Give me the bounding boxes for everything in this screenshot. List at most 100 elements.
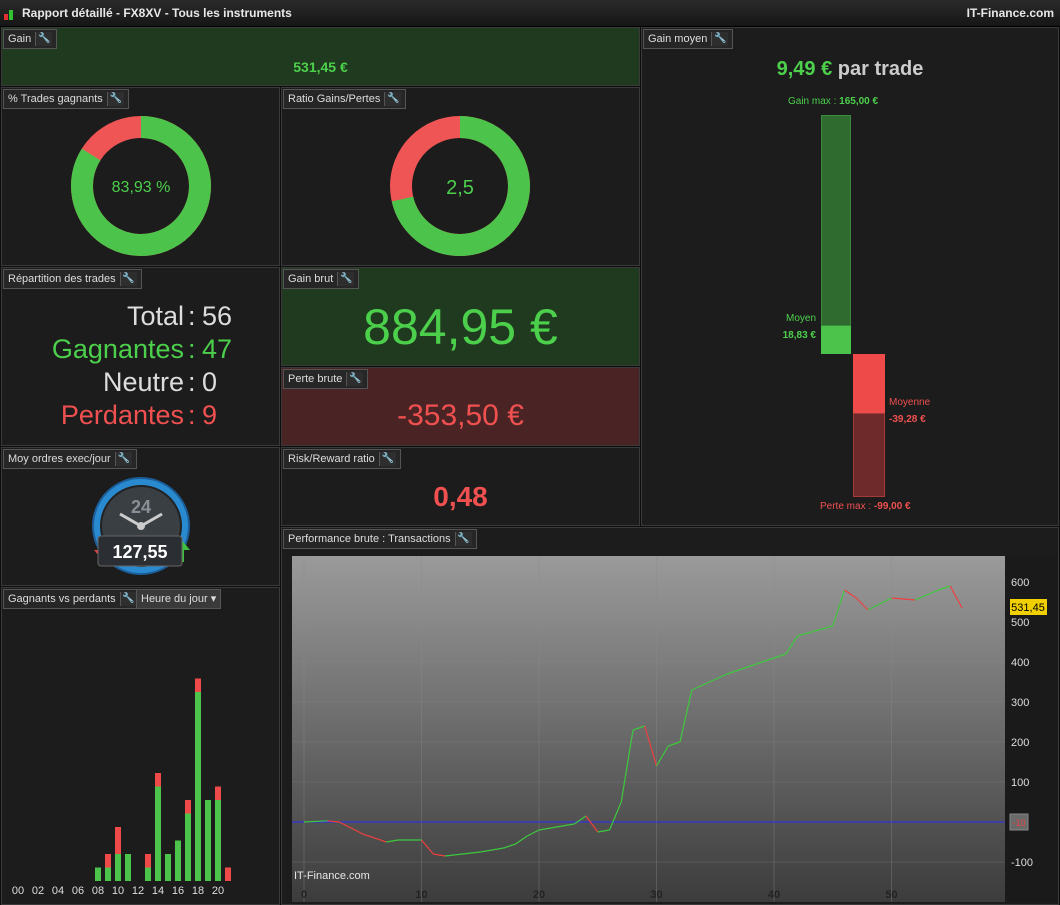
segment-down [844,589,857,599]
segment-up [679,689,693,743]
x-tick-label: 10 [112,885,124,897]
last-value-label: 531,45 [1011,602,1045,614]
segment-up [573,815,587,825]
brand-label: IT-Finance.com [966,6,1054,20]
separator: : [188,334,196,364]
bar-chart: 00 02 04 06 08 10 12 14 16 18 20 [12,678,231,897]
wrench-icon[interactable]: 🔧 [106,92,124,107]
bar-gagnants [155,786,161,881]
value-box [97,535,183,567]
wrench-icon[interactable]: 🔧 [35,32,53,47]
x-tick-label: 20 [533,889,545,901]
donut-win-arc [390,116,530,256]
x-tick-label: 02 [32,885,44,897]
repartition-seps: : : : : [188,300,196,432]
y-tick-label: 500 [1011,617,1029,629]
panel-title: % Trades gagnants 🔧 [3,89,129,109]
app-chart-icon [4,8,18,20]
bar-perdants [105,854,111,868]
segment-up [503,843,516,849]
separator: : [188,367,196,397]
panel-title-label: Gain brut [288,273,334,285]
panel-title: Gain brut 🔧 [283,269,360,289]
segment-down [433,853,446,857]
segment-up [691,673,728,691]
panel-title-label: Répartition des trades [8,273,116,285]
clock-hand [140,512,163,528]
x-tick-label: 18 [192,885,204,897]
donut-win-arc [71,116,211,256]
segment-up [491,847,504,851]
panel-title: Répartition des trades 🔧 [3,269,142,289]
segment-up [632,725,645,731]
wrench-icon[interactable]: 🔧 [119,592,137,607]
line-chart: 0 10 20 30 40 50 -100 100 200 300 400 500 600 IT-Fina… [292,556,1058,902]
panel-title-label: Perte brute [288,373,343,385]
panel-title: Moy ordres exec/jour 🔧 [3,449,137,469]
bar-gagnants [95,867,101,881]
segment-up [538,827,551,831]
bar-perdants [145,854,151,868]
segment-up [726,661,763,675]
wrench-icon[interactable]: 🔧 [346,372,364,387]
x-tick-label: 20 [212,885,224,897]
segment-up [938,585,951,591]
perte-brute-panel: Perte brute 🔧 -353,50 € [281,367,640,446]
segment-down [855,597,869,611]
gain-moyen-panel: Gain moyen 🔧 9,49 € par trade Gain max : … [641,27,1059,526]
segment-up [797,625,833,637]
panel-title-label: Gain moyen [648,33,708,45]
segment-down [891,597,916,601]
last-value-tag [1010,599,1047,615]
bar-gagnants [105,867,111,881]
x-tick-label: 10 [415,889,427,901]
wrench-icon[interactable]: 🔧 [114,452,132,467]
x-tick-label: 14 [152,885,164,897]
segment-up [867,597,892,611]
x-tick-label: 04 [52,885,64,897]
bar-gagnants [195,692,201,881]
segment-down [949,585,963,609]
wrench-icon[interactable]: 🔧 [384,92,402,107]
wrench-icon[interactable]: 🔧 [337,272,355,287]
segment-up [444,851,481,857]
heure-dropdown[interactable]: Heure du jour ▾ [136,589,222,609]
segment-up [914,589,939,601]
segment-down [338,821,364,835]
panel-title: Performance brute : Transactions 🔧 [283,529,477,549]
wrench-icon[interactable]: 🔧 [711,32,729,47]
segment-up [608,801,622,831]
clock-gauge: 24 127,55 [92,477,190,575]
wrench-icon[interactable]: 🔧 [378,452,396,467]
x-tick-label: 50 [885,889,897,901]
x-tick-label: 40 [768,889,780,901]
segment-up [480,849,493,853]
panel-title: Gain 🔧 [3,29,58,49]
wrench-icon[interactable]: 🔧 [119,272,137,287]
gain-value: 531,45 € [293,59,348,75]
dropdown-label: Heure du jour [141,593,208,605]
bar-gagnants [115,854,121,881]
perdantes-label: Perdantes [60,400,184,430]
panel-title: Gain moyen 🔧 [643,29,734,49]
neutre-value: 0 [202,367,218,397]
y-tick-label: 400 [1011,657,1029,669]
panel-title-label: Performance brute : Transactions [288,533,451,545]
window-title: Rapport détaillé - FX8XV - Tous les inst… [22,6,292,20]
segment-up [515,835,528,845]
segment-up [303,820,328,823]
performance-panel: Performance brute : Transactions 🔧 0 10 20 3… [281,527,1059,905]
panel-title-label: Gagnants vs perdants [8,593,116,605]
moyenne-value: -39,28 € [889,414,926,425]
gain-brut-panel: Gain brut 🔧 884,95 € [281,267,640,366]
wrench-icon[interactable]: 🔧 [454,532,472,547]
panel-title-label: % Trades gagnants [8,93,103,105]
segment-up [620,729,634,803]
repartition-labels: Total Gagnantes Neutre Perdantes [2,300,184,432]
donut-value: 83,93 % [112,179,171,196]
y-tick-label: 600 [1011,577,1029,589]
segment-down [585,815,599,833]
segment-up [526,829,540,837]
gain-max-value: 165,00 € [839,96,879,107]
repartition-values: 56 47 0 9 [202,300,232,432]
